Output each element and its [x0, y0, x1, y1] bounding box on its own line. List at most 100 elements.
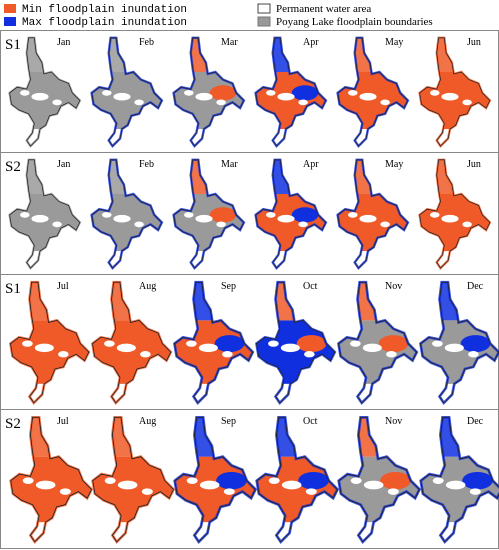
- water-patch: [277, 214, 295, 223]
- water-patch: [359, 214, 377, 223]
- legend-label: Min floodplain inundation: [22, 4, 187, 16]
- month-label: Oct: [303, 416, 318, 427]
- water-patch: [141, 488, 153, 495]
- water-patch: [430, 212, 440, 218]
- lake-map: [337, 416, 421, 544]
- legend-swatch: [4, 4, 16, 13]
- inundation-patch: [214, 335, 245, 353]
- inundation: [174, 417, 256, 523]
- month-label: Mar: [221, 159, 238, 170]
- month-label: Nov: [385, 416, 402, 427]
- legend-label: Max floodplain inundation: [22, 17, 187, 29]
- water-patch: [104, 340, 115, 347]
- water-patch: [304, 351, 315, 358]
- water-patch: [186, 340, 197, 347]
- inundation-base: [173, 194, 244, 251]
- water-patch: [348, 212, 358, 218]
- lake-map: [172, 158, 246, 270]
- inundation: [338, 282, 417, 384]
- month-label: Feb: [139, 159, 154, 170]
- water-patch: [134, 99, 144, 106]
- inundation-base: [10, 456, 92, 523]
- month-label: Sep: [221, 281, 236, 292]
- month-label: Apr: [303, 159, 319, 170]
- inundation-base: [338, 320, 417, 384]
- inundation-patch: [460, 335, 491, 353]
- water-patch: [445, 480, 466, 490]
- inundation: [256, 417, 338, 523]
- water-patch: [216, 221, 226, 228]
- inundation: [92, 417, 174, 523]
- inundation-patch: [291, 207, 319, 223]
- inundation-base: [174, 456, 256, 523]
- inundation-patch: [52, 471, 83, 490]
- water-patch: [35, 480, 56, 490]
- month-label: Nov: [385, 281, 402, 292]
- water-patch: [266, 90, 276, 96]
- inundation-patch: [127, 207, 155, 223]
- inundation-base: [173, 72, 244, 129]
- lake-map: [336, 158, 410, 270]
- inundation-base: [419, 194, 490, 251]
- inundation-base: [256, 320, 335, 384]
- month-label: Aug: [139, 281, 156, 292]
- inundation-base: [92, 320, 171, 384]
- water-patch: [58, 351, 69, 358]
- water-patch: [31, 214, 49, 223]
- water-patch: [268, 477, 280, 484]
- inundation: [173, 37, 244, 129]
- water-patch: [441, 214, 459, 223]
- legend-swatch: [4, 17, 16, 26]
- inundation-base: [420, 320, 499, 384]
- inundation-patch: [45, 207, 73, 223]
- inundation-patch: [127, 85, 155, 101]
- water-patch: [441, 92, 459, 101]
- lake-map: [91, 280, 173, 405]
- inundation-base: [10, 320, 89, 384]
- water-patch: [266, 212, 276, 218]
- inundation-base: [91, 194, 162, 251]
- water-patch: [102, 212, 112, 218]
- water-patch: [462, 221, 472, 228]
- inundation-base: [256, 456, 338, 523]
- inundation: [173, 159, 244, 251]
- inundation-patch: [378, 335, 409, 353]
- water-patch: [52, 221, 62, 228]
- water-patch: [134, 221, 144, 228]
- inundation: [337, 159, 408, 251]
- water-patch: [305, 488, 317, 495]
- inundation-patch: [455, 85, 483, 101]
- lake-map: [336, 36, 410, 148]
- scenario-label: S1: [5, 37, 21, 53]
- inundation-patch: [373, 207, 401, 223]
- water-patch: [104, 477, 116, 484]
- inundation-patch: [298, 471, 329, 490]
- lake-map: [172, 36, 246, 148]
- inundation: [256, 282, 335, 384]
- month-label: Dec: [467, 281, 484, 292]
- water-patch: [380, 99, 390, 106]
- water-patch: [22, 477, 34, 484]
- legend-swatch: [257, 3, 271, 14]
- lake-map: [254, 158, 328, 270]
- water-patch: [432, 340, 443, 347]
- lake-map: [173, 280, 255, 405]
- inundation-patch: [216, 471, 247, 490]
- month-label: Jun: [467, 37, 481, 48]
- month-label: Jul: [57, 416, 69, 427]
- lake-map: [90, 36, 164, 148]
- month-label: Mar: [221, 37, 238, 48]
- inundation-patch: [209, 85, 237, 101]
- inundation-base: [419, 72, 490, 129]
- lake-map: [337, 280, 419, 405]
- water-patch: [20, 212, 30, 218]
- water-patch: [140, 351, 151, 358]
- water-patch: [31, 92, 49, 101]
- month-label: Jan: [57, 159, 70, 170]
- inundation-patch: [291, 85, 319, 101]
- water-patch: [102, 90, 112, 96]
- water-patch: [380, 221, 390, 228]
- month-label: Jun: [467, 159, 481, 170]
- water-patch: [20, 90, 30, 96]
